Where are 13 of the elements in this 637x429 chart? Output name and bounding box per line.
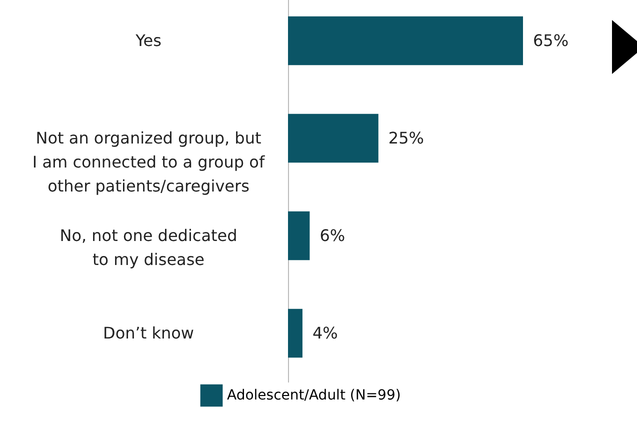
- data-label: 65%: [533, 30, 569, 50]
- y-tick-label: Don’t know: [103, 323, 194, 342]
- data-label: 4%: [312, 323, 338, 342]
- data-label: 25%: [388, 128, 424, 148]
- y-tick-label: Yes: [134, 30, 162, 50]
- bar: [288, 211, 310, 260]
- y-tick-label: Not an organized group, but I am connected to a group of other patients/caregivers: [32, 128, 265, 196]
- data-label: 6%: [320, 226, 346, 245]
- legend-label: Adolescent/Adult (N=99): [227, 388, 401, 404]
- bar: [288, 16, 523, 66]
- bar: [288, 308, 302, 358]
- bar: [288, 114, 378, 163]
- y-tick-label: No, not one dedicated to my disease: [60, 226, 238, 269]
